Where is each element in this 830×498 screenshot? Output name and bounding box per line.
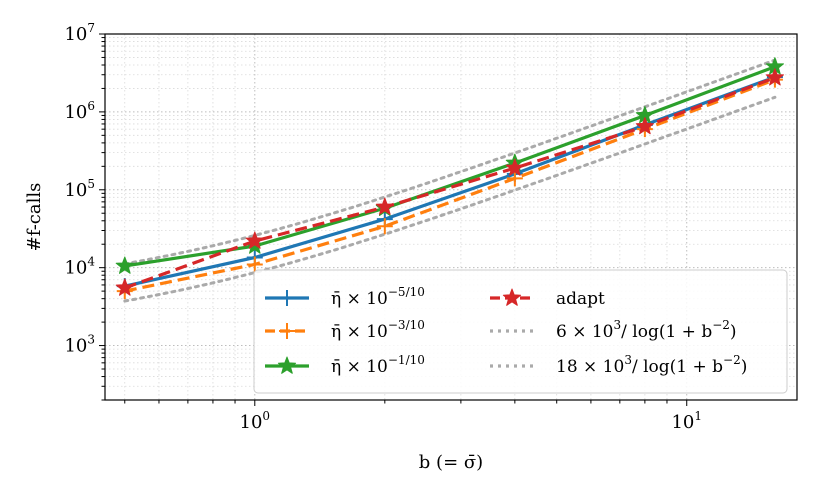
legend-item: adapt xyxy=(490,288,605,309)
series-2 xyxy=(115,57,784,274)
star-marker xyxy=(375,197,394,215)
legend-item: η̄ × 10−3/10 xyxy=(265,318,425,342)
star-marker xyxy=(505,158,524,176)
y-tick-label: 106 xyxy=(64,99,95,123)
legend-label: η̄ × 10−1/10 xyxy=(331,353,425,377)
plus-marker xyxy=(506,170,523,187)
y-tick-label: 105 xyxy=(64,177,95,201)
star-marker xyxy=(502,288,522,306)
series-5 xyxy=(123,58,777,266)
legend-label: adapt xyxy=(556,289,605,309)
legend-label: 18 × 103/ log(1 + b−2) xyxy=(556,353,747,377)
series-line xyxy=(123,58,777,266)
x-tick-label: 101 xyxy=(671,409,702,433)
plus-marker xyxy=(376,218,393,235)
series-layer xyxy=(115,57,784,303)
y-tick-label: 104 xyxy=(64,255,95,279)
x-tick-label: 100 xyxy=(240,409,271,433)
y-tick-label: 103 xyxy=(64,333,95,357)
series-4 xyxy=(123,95,777,303)
legend-item: η̄ × 10−5/10 xyxy=(265,285,425,309)
y-axis-label: #f-calls xyxy=(24,183,45,252)
legend-box xyxy=(253,269,788,394)
plus-marker xyxy=(246,256,263,273)
legend: η̄ × 10−5/10 η̄ × 10−3/10 η̄ × 10−1/10 adap… xyxy=(253,269,788,394)
star-marker xyxy=(115,278,134,296)
series-line xyxy=(124,78,776,293)
star-marker xyxy=(245,231,264,249)
ticks: 100 101 103 104 105 106 107 xyxy=(64,21,702,433)
y-tick-label: 107 xyxy=(64,21,95,45)
series-line xyxy=(124,76,776,290)
legend-label: η̄ × 10−3/10 xyxy=(331,318,425,342)
legend-item: η̄ × 10−1/10 xyxy=(265,353,425,377)
star-marker xyxy=(115,256,134,274)
plus-marker xyxy=(279,290,295,306)
plot-frame xyxy=(104,33,798,401)
plus-marker xyxy=(279,323,295,339)
star-marker xyxy=(635,117,654,135)
series-line xyxy=(124,75,776,288)
legend-label: 6 × 103/ log(1 + b−2) xyxy=(556,318,737,342)
legend-item: 18 × 103/ log(1 + b−2) xyxy=(490,353,747,377)
legend-item: 6 × 103/ log(1 + b−2) xyxy=(490,318,737,342)
series-3 xyxy=(115,68,784,296)
star-marker xyxy=(277,356,297,374)
x-axis-label: b (= σ̄) xyxy=(419,452,483,473)
legend-label: η̄ × 10−5/10 xyxy=(331,285,425,309)
series-line xyxy=(123,95,777,303)
star-marker xyxy=(765,68,784,86)
